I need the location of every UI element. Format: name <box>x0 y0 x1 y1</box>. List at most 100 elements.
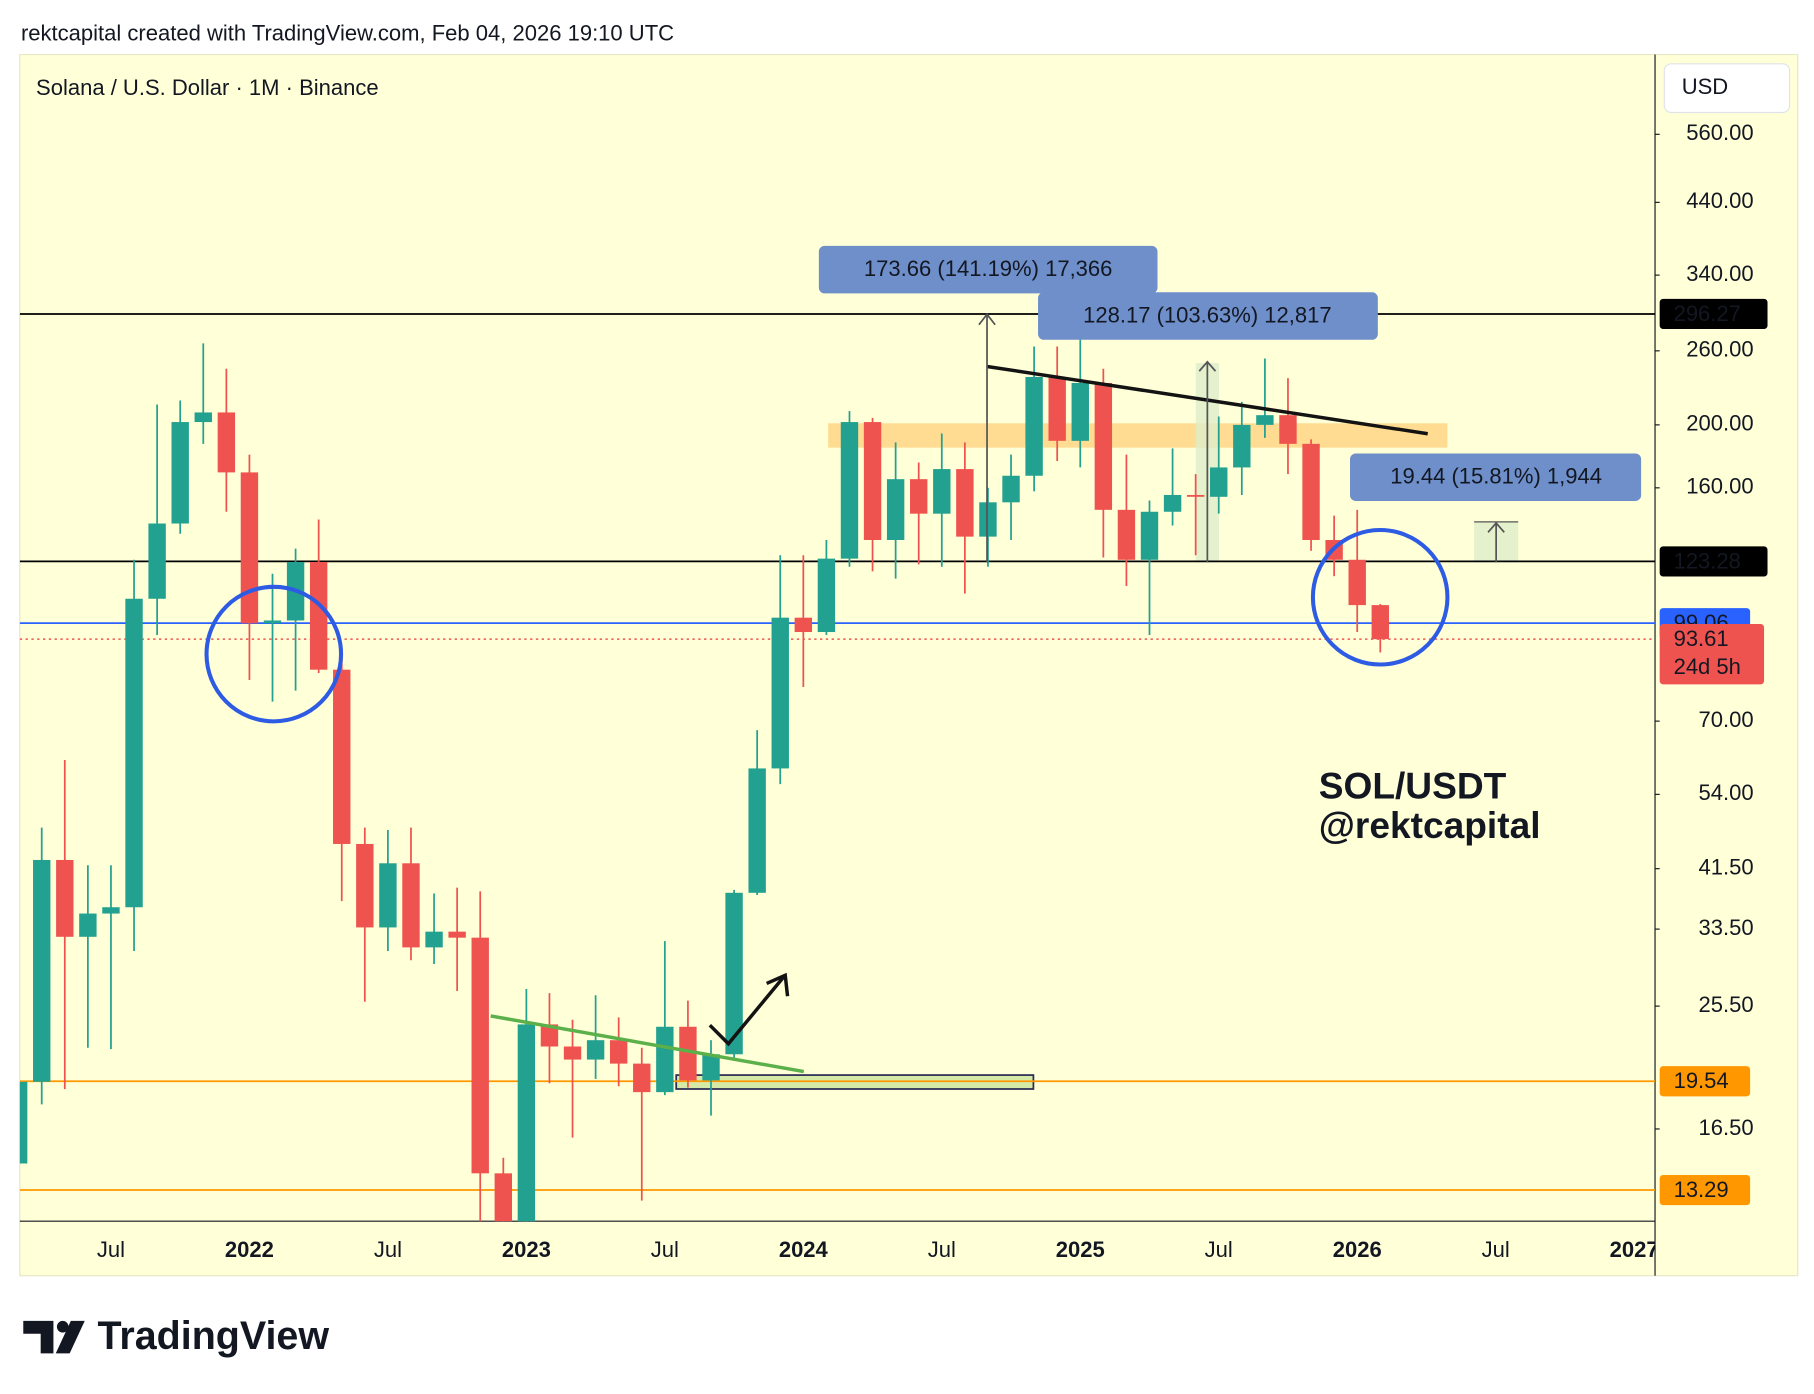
drawings-over <box>204 312 1519 1074</box>
candle-body <box>356 843 374 928</box>
x-tick-label: Jul <box>651 1237 679 1262</box>
candle-body <box>148 523 166 599</box>
y-tick-label: 200.00 <box>1686 411 1753 436</box>
y-tick-label: 70.00 <box>1699 707 1754 732</box>
x-tick-label: 2025 <box>1056 1237 1105 1262</box>
x-tick-label: 2022 <box>225 1237 274 1262</box>
candle-body <box>609 1040 628 1064</box>
y-tick-label: 16.50 <box>1699 1115 1754 1140</box>
candle-body <box>1094 382 1113 510</box>
candle-body <box>1210 467 1228 497</box>
chart-panel <box>19 53 1799 1277</box>
candle-body <box>679 1026 697 1081</box>
candle-body <box>1002 475 1020 503</box>
y-tick-label: 25.50 <box>1699 992 1754 1017</box>
candle-body <box>540 1024 559 1047</box>
brand: TradingView <box>98 1314 330 1358</box>
x-tick-label: Jul <box>1205 1237 1233 1262</box>
highlight-circle <box>1310 527 1450 667</box>
y-tick-label: 440.00 <box>1686 188 1753 213</box>
last-price-box <box>1659 624 1765 685</box>
candle-body <box>1186 494 1205 497</box>
candle-body <box>1279 415 1297 444</box>
y-tick-label: 54.00 <box>1699 780 1754 805</box>
candle-body <box>217 412 236 473</box>
candle-body <box>863 422 882 541</box>
candle-body <box>263 620 282 624</box>
candle-body <box>586 1040 605 1060</box>
candle-body <box>194 412 212 423</box>
candle-body <box>402 863 420 948</box>
measure-label <box>818 245 1158 294</box>
level-label-box <box>1659 546 1768 577</box>
candle-body <box>656 1026 674 1093</box>
x-tick-label: Jul <box>928 1237 956 1262</box>
attribution: rektcapital created with TradingView.com… <box>21 21 674 46</box>
candle-body <box>1048 376 1066 441</box>
level-label-box <box>1659 298 1768 330</box>
y-tick-label: 560.00 <box>1686 120 1753 145</box>
symbol-title: Solana / U.S. Dollar · 1M · Binance <box>36 75 379 100</box>
candle-body <box>19 1081 28 1164</box>
logo-mark <box>56 1320 69 1333</box>
candle-body <box>1071 382 1089 441</box>
countdown: 24d 5h <box>1674 654 1741 679</box>
level-label-box <box>1659 1174 1751 1206</box>
candle-body <box>956 469 974 537</box>
y-tick-label: 260.00 <box>1686 337 1753 362</box>
x-tick-label: Jul <box>374 1237 402 1262</box>
x-tick-label: 2023 <box>502 1237 551 1262</box>
candle-body <box>333 669 351 844</box>
measure-label <box>1350 453 1642 502</box>
measure-arrow <box>1487 521 1505 533</box>
level-label-box <box>1659 1066 1751 1097</box>
candle-body <box>448 931 466 938</box>
candle-body <box>1163 494 1182 512</box>
candle-body <box>1371 605 1389 640</box>
candle-body <box>886 479 905 541</box>
currency[interactable]: USD <box>1682 74 1728 99</box>
candle-body <box>563 1046 582 1060</box>
candle-body <box>102 907 120 914</box>
measure-text: 128.17 (103.63%) 12,817 <box>1083 302 1331 327</box>
x-tick-label: 2026 <box>1333 1237 1382 1262</box>
candle-body <box>379 863 397 928</box>
candle-body <box>517 1024 536 1222</box>
level-label: 296.27 <box>1674 301 1741 326</box>
candle-body <box>910 479 928 514</box>
watermark: SOL/USDT <box>1319 764 1507 806</box>
candle-body <box>425 931 443 948</box>
y-tick-label: 340.00 <box>1686 261 1753 286</box>
currency-box[interactable] <box>1663 63 1791 114</box>
logo-mark <box>55 1320 85 1354</box>
candle-body <box>748 768 766 893</box>
y-tick-label: 41.50 <box>1699 854 1754 879</box>
candle-body <box>171 422 189 524</box>
candle-body <box>1117 509 1136 560</box>
candle-body <box>1348 559 1366 606</box>
arrow-head <box>765 972 790 997</box>
candle-body <box>840 422 859 559</box>
candle-body <box>1025 376 1043 476</box>
y-tick-label: 33.50 <box>1699 915 1754 940</box>
candle-body <box>33 859 51 1082</box>
candle-body <box>771 617 789 769</box>
candle-body <box>725 892 743 1055</box>
x-tick-label: 2024 <box>779 1237 829 1262</box>
watermark: @rektcapital <box>1319 804 1541 846</box>
measure-arrow <box>1198 360 1217 372</box>
candle-body <box>309 562 328 670</box>
candle-body <box>702 1054 720 1081</box>
candle-body <box>633 1063 651 1093</box>
resistance-zone <box>828 423 1448 448</box>
candle-body <box>817 558 836 633</box>
measure-label <box>1038 292 1378 340</box>
y-tick-label: 160.00 <box>1686 474 1753 499</box>
candle-body <box>933 469 951 514</box>
candle-body <box>794 617 813 633</box>
plot-area <box>19 312 1656 1222</box>
candle-body <box>125 598 143 908</box>
x-tick-label: 2027 <box>1610 1237 1659 1262</box>
